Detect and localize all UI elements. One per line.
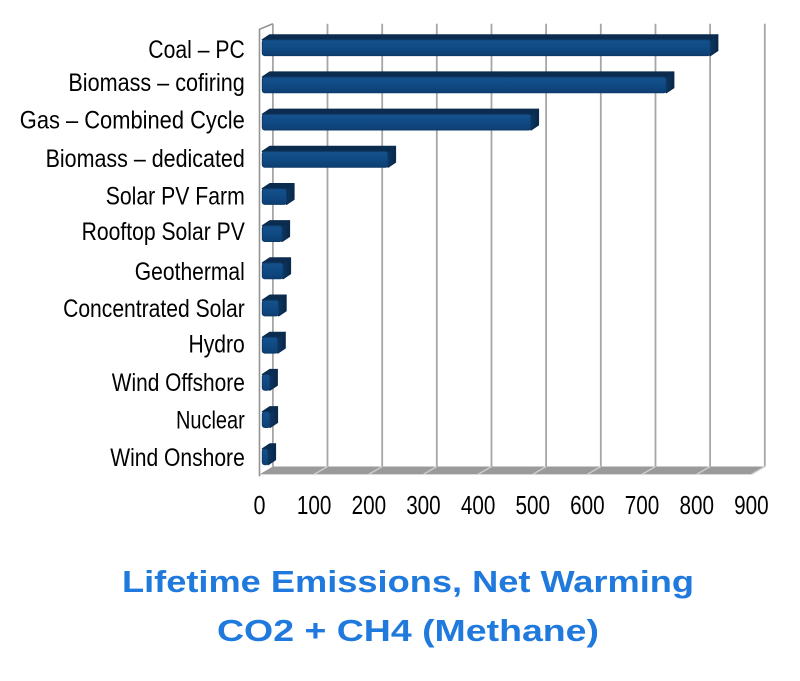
svg-text:800: 800 [680,490,715,520]
svg-text:Gas – Combined Cycle: Gas – Combined Cycle [20,106,245,134]
svg-text:Geothermal: Geothermal [135,258,245,286]
svg-text:Biomass – dedicated: Biomass – dedicated [46,145,245,173]
svg-text:Rooftop Solar PV: Rooftop Solar PV [82,218,245,246]
svg-text:Biomass – cofiring: Biomass – cofiring [68,69,244,97]
svg-text:100: 100 [297,490,332,520]
svg-text:Coal – PC: Coal – PC [148,36,245,64]
svg-text:Hydro: Hydro [189,331,245,359]
svg-text:500: 500 [516,490,551,520]
svg-text:300: 300 [406,490,441,520]
svg-text:Solar PV Farm: Solar PV Farm [106,183,245,211]
svg-text:Lifetime Emissions, Net Warmin: Lifetime Emissions, Net Warming [122,565,694,599]
svg-text:Wind Offshore: Wind Offshore [112,369,245,397]
svg-text:700: 700 [625,490,660,520]
svg-text:Concentrated Solar: Concentrated Solar [63,295,245,323]
svg-text:900: 900 [734,490,769,520]
svg-text:CO2 + CH4 (Methane): CO2 + CH4 (Methane) [217,614,599,648]
svg-text:200: 200 [352,490,387,520]
svg-text:Nuclear: Nuclear [176,406,245,434]
svg-text:400: 400 [461,490,496,520]
svg-text:600: 600 [570,490,605,520]
svg-text:Wind Onshore: Wind Onshore [110,444,245,472]
svg-text:0: 0 [254,490,266,520]
